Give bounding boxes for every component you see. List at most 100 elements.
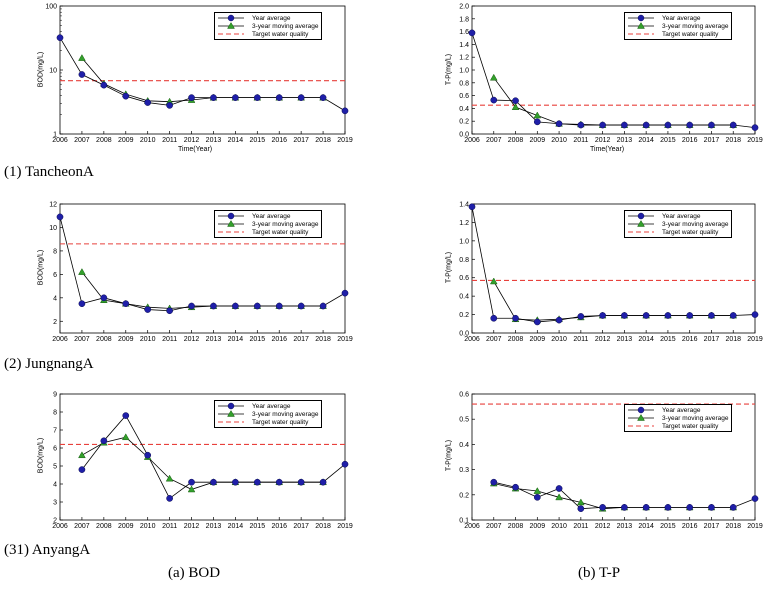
y-tick-label: 0.6 [459,93,469,100]
legend-label: 3-year moving average [662,220,729,228]
year-average-point [577,121,585,129]
row-label-anyang: (31) AnyangA [4,542,91,558]
y-tick-label: 1.8 [459,16,469,23]
legend-label: Target water quality [662,228,719,236]
year-average-point [275,94,283,101]
legend-entry: Target water quality [218,418,318,426]
anyang-tp-svg: 2006 2007 2008 2009 2010 2011 2012 2013 2014 2015… [459,392,763,531]
legend-symbol [218,22,244,29]
year-average-point [468,29,476,37]
x-tick-label: 2019 [337,336,353,343]
legend-symbol [628,220,654,227]
year-average-point [166,495,173,502]
year-average-point [621,121,628,129]
x-tick-label: 2011 [162,523,177,530]
y-tick-label: 1.2 [459,220,469,227]
year-average-point [78,300,86,308]
x-tick-label: 2012 [184,137,200,144]
y-tick-label: 4 [53,482,57,489]
year-average-point [297,478,305,486]
row-label-jungnang: (2) JungnangA [4,356,94,372]
year-average-point [708,504,715,511]
x-tick-label: 2011 [573,137,588,144]
legend-tancheon-tp: Year average 3-year moving average Target … [624,12,733,40]
legend-entry: Target water quality [628,422,728,430]
legend-label: 3-year moving average [252,22,319,30]
y-tick-label: 0.3 [459,467,469,474]
legend-entry: Target water quality [628,30,728,38]
year-average-point [490,314,498,322]
x-tick-label: 2015 [660,336,676,343]
year-average-line [471,32,756,128]
y-tick-label: 0.2 [459,312,469,319]
chart-anyang-bod: 2006 2007 2008 2009 2010 2011 2012 2013 2014 2015… [0,0,384,535]
y-tick-label: 2 [53,319,57,326]
y-axis-title-tancheon-tp: T-P(mg/L) [445,53,453,86]
y-tick-label: 4 [53,295,57,302]
year-average-point [621,504,628,511]
legend-label: Year average [252,14,291,22]
y-tick-label: 0.5 [459,417,469,424]
legend-label: 3-year moving average [662,414,729,422]
legend-label: Target water quality [662,422,719,430]
legend-entry: Target water quality [218,228,318,236]
year-average-point [188,302,195,310]
jungnang-tp-svg: 2006 2007 2008 2009 2010 2011 2012 2013 2014 2015… [459,202,763,344]
year-average-point [297,94,305,101]
x-tick-label: 2016 [682,523,698,530]
y-tick-label: 0.8 [459,257,469,264]
legend-anyang-bod: Year average 3-year moving average Target … [214,400,323,428]
y-tick-label: 0.4 [459,294,469,301]
year-average-point [664,504,672,511]
y-tick-label: 8 [53,248,57,255]
x-tick-label: 2013 [617,137,633,144]
legend-jungnang-tp: Year average 3-year moving average Target … [624,210,733,238]
year-average-point [512,314,519,322]
y-tick-label: 6 [53,446,57,453]
year-average-point [188,94,195,101]
x-axis-title-tancheon-bod: Time(Year) [178,146,213,153]
legend-label: 3-year moving average [252,220,319,228]
plot-frame [471,393,756,521]
year-average-point [122,92,130,100]
year-average-point [512,97,519,105]
x-tick-label: 2008 [508,336,524,343]
year-average-point [144,99,152,106]
year-average-line [59,216,346,312]
year-average-point [490,96,498,104]
legend-symbol [218,410,244,417]
year-average-point [78,71,86,78]
year-average-point [341,289,349,297]
x-tick-label: 2013 [206,137,222,144]
legend-jungnang-bod: Year average 3-year moving average Target … [214,210,323,238]
year-average-point [642,312,650,319]
x-tick-label: 2018 [315,137,331,144]
moving-average-point [555,493,563,501]
x-tick-label: 2018 [725,137,741,144]
x-tick-label: 2016 [682,137,698,144]
year-average-point [686,121,694,129]
y-tick-label: 12 [49,202,57,209]
x-tick-label: 2018 [315,336,331,343]
legend-label: 3-year moving average [252,410,319,418]
legend-entry: 3-year moving average [628,22,728,30]
y-tick-label: 1.2 [459,55,469,62]
x-tick-label: 2013 [617,523,633,530]
year-average-point [708,121,715,129]
year-average-point [341,107,349,115]
x-tick-label: 2015 [660,523,676,530]
x-tick-label: 2018 [315,523,331,530]
year-average-point [490,478,498,486]
y-tick-label: 0.8 [459,80,469,87]
year-average-point [468,203,476,211]
year-average-point [555,485,563,492]
legend-entry: Year average [628,212,728,220]
x-tick-label: 2013 [206,336,222,343]
x-tick-label: 2006 [52,336,68,343]
chart-anyang-tp: 2006 2007 2008 2009 2010 2011 2012 2013 2014 2015… [459,392,763,531]
x-tick-label: 2007 [74,137,90,144]
legend-entry: Year average [218,14,318,22]
legend-label: Year average [252,212,291,220]
x-tick-label: 2009 [118,137,134,144]
year-average-point [78,466,86,473]
